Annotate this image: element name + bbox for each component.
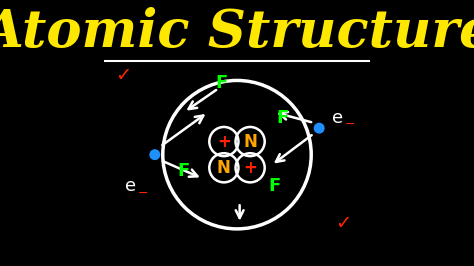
Circle shape (314, 123, 324, 133)
Text: e: e (332, 109, 343, 127)
Text: F: F (178, 161, 190, 180)
Text: Atomic Structure: Atomic Structure (0, 7, 474, 58)
Text: +: + (243, 159, 257, 177)
Text: +: + (217, 132, 231, 151)
Text: −: − (137, 187, 148, 200)
Circle shape (150, 150, 160, 159)
Text: −: − (345, 118, 355, 131)
Text: ✓: ✓ (115, 66, 131, 85)
Text: N: N (243, 132, 257, 151)
Text: F: F (268, 177, 280, 196)
Text: N: N (217, 159, 231, 177)
Text: F: F (276, 109, 288, 127)
Text: F: F (215, 74, 227, 92)
Text: ✓: ✓ (335, 214, 351, 233)
Text: e: e (126, 177, 137, 196)
